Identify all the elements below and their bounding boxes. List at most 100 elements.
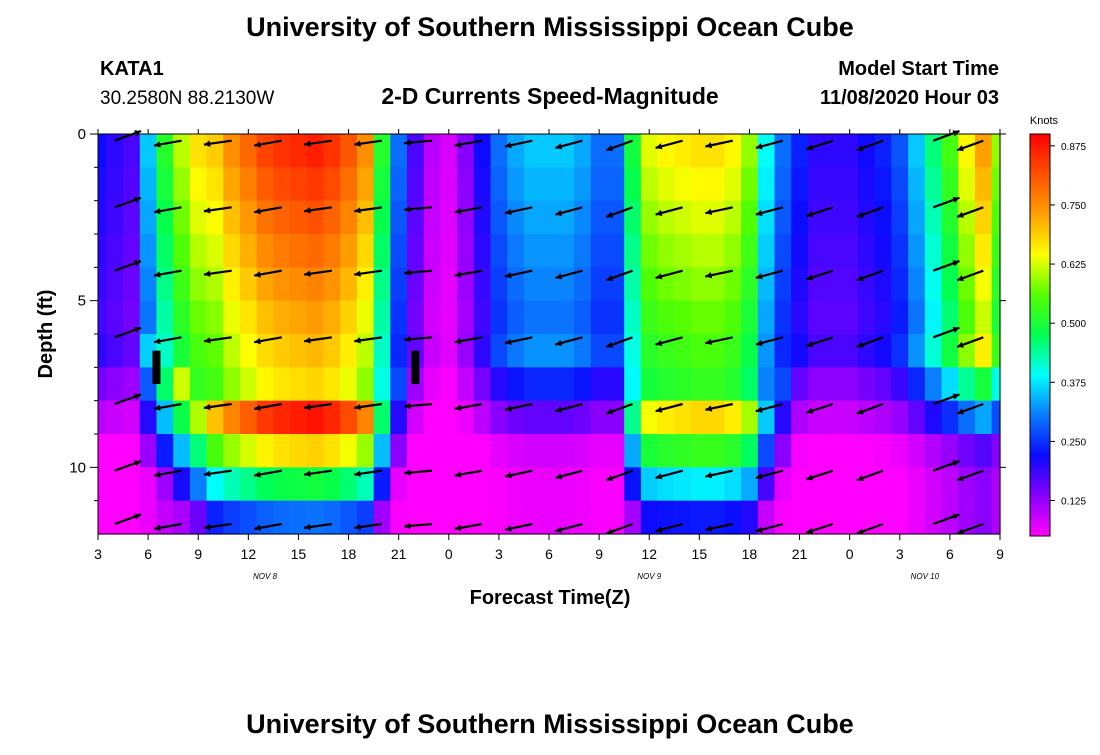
heatmap-cell: [657, 500, 667, 535]
heatmap-cell: [515, 134, 525, 168]
heatmap-cell: [498, 200, 508, 235]
heatmap-cell: [599, 267, 609, 302]
heatmap-cell: [365, 267, 375, 302]
heatmap-cell: [824, 467, 834, 502]
heatmap-cell: [223, 234, 233, 268]
heatmap-cell: [331, 434, 341, 468]
heatmap-cell: [490, 167, 500, 202]
heatmap-cell: [732, 267, 742, 302]
heatmap-cell: [98, 267, 107, 302]
heatmap-cell: [473, 167, 483, 202]
heatmap-cell: [707, 134, 717, 168]
heatmap-cell: [356, 234, 366, 268]
heatmap-cell: [941, 367, 951, 402]
heatmap-cell: [356, 334, 366, 368]
current-vector: [805, 402, 834, 414]
current-vector: [504, 522, 533, 532]
heatmap-cell: [490, 400, 500, 435]
current-vector: [404, 336, 433, 343]
heatmap-cell: [849, 434, 859, 468]
heatmap-cell: [557, 300, 567, 335]
x-tick-label: 3: [896, 546, 904, 562]
heatmap-cell: [549, 300, 558, 335]
heatmap-cell: [749, 334, 759, 368]
heatmap-cell: [540, 234, 550, 268]
heatmap-cell: [866, 234, 876, 268]
heatmap-cell: [189, 134, 199, 168]
current-vector: [705, 336, 733, 345]
heatmap-cell: [114, 234, 124, 268]
y-tick-label: 10: [69, 459, 86, 476]
heatmap-cell: [164, 134, 174, 168]
heatmap-cell: [958, 434, 968, 468]
heatmap-cell: [891, 200, 901, 235]
current-vector: [755, 522, 784, 533]
heatmap-cell: [256, 167, 266, 202]
heatmap-cell: [198, 267, 208, 302]
heatmap-cell: [924, 334, 934, 368]
current-vector: [203, 402, 232, 411]
heatmap-cell: [356, 367, 366, 402]
heatmap-cell: [448, 367, 458, 402]
heatmap-cell: [114, 434, 124, 468]
heatmap-cell: [699, 434, 709, 468]
heatmap-cell: [448, 467, 458, 502]
heatmap-cell: [473, 267, 483, 302]
heatmap-cell: [448, 200, 458, 235]
heatmap-cell: [699, 467, 709, 502]
heatmap-cell: [457, 500, 467, 535]
heatmap-cell: [223, 200, 233, 235]
heatmap-cell: [782, 500, 792, 535]
heatmap-cell: [323, 400, 333, 435]
heatmap-cell: [365, 434, 375, 468]
heatmap-cell: [741, 134, 751, 168]
heatmap-cell: [699, 200, 709, 235]
heatmap-cell: [858, 234, 867, 268]
heatmap-cell: [590, 400, 600, 435]
heatmap-cell: [407, 500, 416, 535]
heatmap-cell: [540, 500, 550, 535]
heatmap-cell: [281, 434, 291, 468]
heatmap-cell: [273, 134, 283, 168]
heatmap-cell: [256, 467, 266, 502]
heatmap-cell: [949, 167, 959, 202]
heatmap-cell: [490, 434, 500, 468]
current-vector: [932, 460, 960, 472]
heatmap-cell: [707, 300, 717, 335]
heatmap-cell: [465, 400, 475, 435]
heatmap-cell: [983, 267, 993, 302]
heatmap-cell: [699, 300, 709, 335]
current-vector: [114, 393, 142, 406]
heatmap-cell: [741, 367, 751, 402]
heatmap-cell: [498, 267, 508, 302]
heatmap-cell: [699, 167, 709, 202]
heatmap-cell: [549, 334, 558, 368]
heatmap-cell: [290, 134, 300, 168]
heatmap-cell: [799, 334, 809, 368]
heatmap-cell: [340, 400, 350, 435]
heatmap-cell: [114, 367, 124, 402]
heatmap-cell: [290, 267, 300, 302]
heatmap-cell: [824, 267, 834, 302]
heatmap-cell: [891, 334, 901, 368]
heatmap-cell: [281, 200, 291, 235]
heatmap-cell: [716, 400, 725, 435]
heatmap-cell: [891, 367, 901, 402]
heatmap-cell: [908, 400, 918, 435]
heatmap-cell: [791, 134, 801, 168]
heatmap-cell: [498, 400, 508, 435]
heatmap-cell: [799, 167, 809, 202]
heatmap-cell: [974, 134, 984, 168]
heatmap-cell: [949, 334, 959, 368]
heatmap-cell: [381, 400, 391, 435]
heatmap-cell: [707, 367, 717, 402]
heatmap-cell: [565, 300, 575, 335]
heatmap-cell: [807, 267, 817, 302]
heatmap-cell: [423, 300, 433, 335]
heatmap-cell: [866, 167, 876, 202]
heatmap-cell: [574, 267, 584, 302]
heatmap-cell: [298, 400, 308, 435]
heatmap-cell: [590, 300, 600, 335]
heatmap-cell: [156, 200, 166, 235]
heatmap-cell: [323, 134, 333, 168]
